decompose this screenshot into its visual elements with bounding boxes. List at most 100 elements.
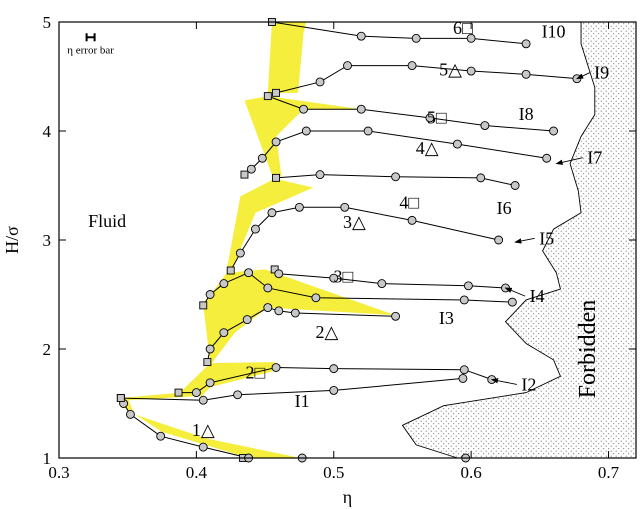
transition-arrow bbox=[576, 72, 590, 80]
phase-label: 4□ bbox=[399, 192, 419, 212]
circle-marker bbox=[377, 279, 387, 289]
data-markers-layer bbox=[116, 18, 582, 463]
region-label-fluid: Fluid bbox=[88, 211, 126, 231]
phase-label: 5△ bbox=[439, 59, 462, 79]
region-label-forbidden: Forbidden bbox=[575, 300, 601, 399]
y-tick-label: 3 bbox=[43, 231, 52, 250]
circle-marker bbox=[521, 69, 531, 79]
circle-marker bbox=[271, 363, 281, 372]
forbidden-boundary bbox=[401, 22, 596, 459]
y-axis-label: H/σ bbox=[2, 226, 22, 254]
circle-marker bbox=[329, 273, 339, 283]
circle-marker bbox=[329, 364, 339, 374]
transition-label: I1 bbox=[295, 391, 310, 411]
transition-label: I2 bbox=[521, 374, 536, 394]
circle-marker bbox=[242, 315, 252, 325]
circle-marker bbox=[274, 269, 284, 279]
transition-label: I10 bbox=[542, 21, 566, 41]
circle-marker bbox=[294, 202, 304, 212]
circle-marker bbox=[391, 172, 401, 182]
phase-label: 5□ bbox=[427, 107, 447, 127]
circle-marker bbox=[463, 281, 473, 291]
circle-marker bbox=[411, 33, 421, 43]
circle-marker bbox=[391, 311, 401, 321]
ticks-layer: 0.3 0.4 0.5 0.6 0.7 1 2 3 4 5 bbox=[43, 13, 636, 482]
x-tick-label: 0.7 bbox=[598, 463, 620, 482]
square-marker bbox=[203, 358, 212, 367]
circle-marker bbox=[458, 373, 468, 383]
circle-marker bbox=[263, 283, 273, 293]
transition-arrow bbox=[555, 157, 583, 165]
circle-marker bbox=[343, 61, 352, 71]
circle-marker bbox=[198, 442, 208, 452]
x-tick-label: 0.5 bbox=[323, 463, 344, 482]
coexistence-band-3 bbox=[203, 269, 396, 366]
x-tick-label: 0.4 bbox=[186, 463, 208, 482]
y-tick-label: 5 bbox=[43, 13, 52, 32]
square-marker bbox=[272, 173, 281, 182]
phase-label: 2△ bbox=[315, 322, 338, 342]
square-marker bbox=[116, 394, 125, 402]
coexistence-band-1 bbox=[120, 398, 301, 458]
forbidden-region bbox=[402, 22, 636, 458]
error-bar-label: η error bar bbox=[67, 44, 114, 56]
square-marker bbox=[226, 266, 235, 275]
circle-marker bbox=[301, 126, 311, 136]
transition-label: I4 bbox=[530, 286, 545, 306]
error-bar-legend: η error bar bbox=[67, 33, 114, 56]
circle-marker bbox=[407, 215, 417, 225]
circle-marker bbox=[459, 295, 469, 305]
transition-arrow bbox=[514, 237, 535, 244]
phase-label: 3□ bbox=[333, 267, 353, 287]
circle-marker bbox=[125, 409, 135, 419]
x-tick-label: 0.6 bbox=[461, 463, 482, 482]
circle-marker bbox=[315, 170, 325, 180]
circle-marker bbox=[198, 395, 208, 405]
circle-marker bbox=[205, 344, 215, 354]
circle-marker bbox=[507, 297, 517, 307]
circle-marker bbox=[425, 113, 435, 123]
circle-marker bbox=[191, 388, 201, 398]
circle-marker bbox=[480, 121, 490, 131]
circle-marker bbox=[329, 385, 339, 395]
circle-marker bbox=[219, 279, 229, 289]
circle-marker bbox=[510, 181, 520, 190]
circle-marker bbox=[235, 248, 245, 258]
circle-marker bbox=[466, 66, 476, 76]
square-marker bbox=[272, 88, 281, 97]
circle-marker bbox=[521, 39, 531, 49]
coexistence-band-5 bbox=[244, 96, 362, 177]
circle-marker bbox=[251, 224, 260, 234]
circle-marker bbox=[356, 31, 366, 41]
circle-marker bbox=[311, 293, 321, 303]
transition-lines-layer bbox=[120, 21, 577, 459]
transition-arrow bbox=[504, 287, 526, 297]
transition-label: I9 bbox=[594, 63, 609, 83]
phase-label: 6□ bbox=[453, 18, 473, 38]
circle-marker bbox=[156, 431, 166, 441]
circle-marker bbox=[549, 126, 559, 136]
x-tick-label: 0.3 bbox=[48, 463, 69, 482]
y-tick-label: 4 bbox=[43, 122, 52, 141]
circle-marker bbox=[219, 328, 229, 338]
phase-label: 2□ bbox=[246, 362, 266, 382]
labels-layer: Fluid Forbidden 1△ 2□ 2△ 3□ 3△ 4□ 4△ 5□ 5△ 6□ I1 I2 I3… bbox=[88, 18, 609, 440]
transition-label: I8 bbox=[519, 104, 534, 124]
square-marker bbox=[199, 301, 208, 310]
circle-marker bbox=[205, 290, 215, 299]
coexistence-band-2 bbox=[120, 362, 275, 401]
circle-marker bbox=[267, 208, 277, 218]
circle-marker bbox=[459, 365, 469, 375]
circle-marker bbox=[257, 153, 267, 163]
x-axis-label: η bbox=[343, 487, 352, 507]
transition-label: I3 bbox=[439, 308, 454, 328]
circle-marker bbox=[274, 306, 284, 316]
transition-label: I7 bbox=[587, 148, 602, 168]
y-tick-label: 2 bbox=[43, 340, 52, 359]
square-marker bbox=[240, 170, 249, 179]
phase-label: 4△ bbox=[416, 138, 439, 158]
phase-label: 1△ bbox=[192, 420, 215, 440]
circle-marker bbox=[246, 164, 256, 174]
